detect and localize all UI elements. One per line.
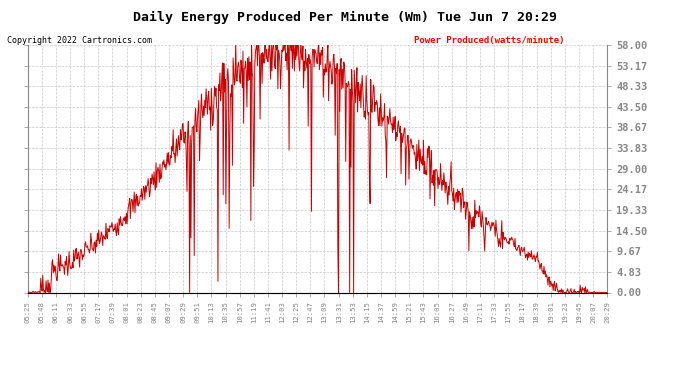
Text: Daily Energy Produced Per Minute (Wm) Tue Jun 7 20:29: Daily Energy Produced Per Minute (Wm) Tu… — [133, 11, 557, 24]
Text: Copyright 2022 Cartronics.com: Copyright 2022 Cartronics.com — [7, 36, 152, 45]
Text: Power Produced(watts/minute): Power Produced(watts/minute) — [414, 36, 564, 45]
